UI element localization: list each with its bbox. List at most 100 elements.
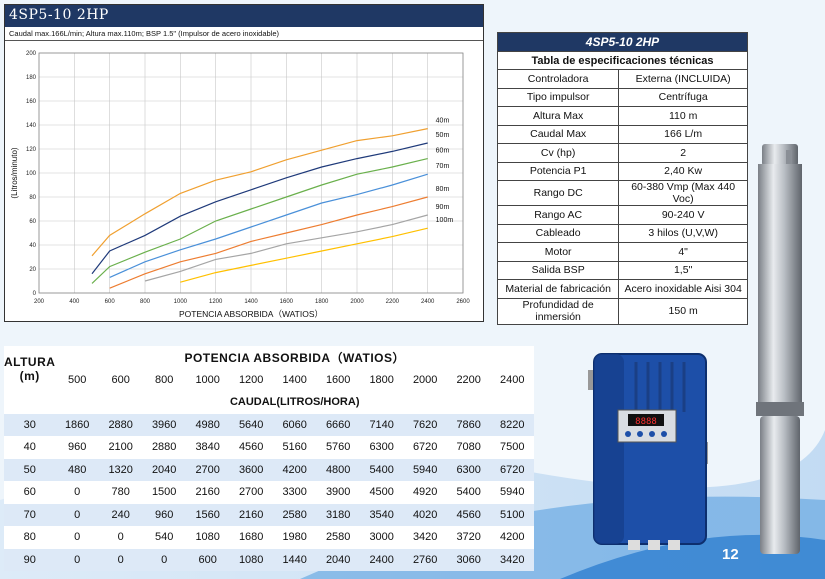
flow-cell: 0 [55,481,99,504]
flow-cell: 5940 [490,481,534,504]
series-label: 100m [436,217,454,224]
spec-row: Salida BSP 1,5" [496,260,748,280]
flow-cell: 4560 [446,503,491,526]
spec-title: Tabla de especificaciones técnicas [497,51,748,70]
spec-value: 3 hilos (U,V,W) [618,223,748,243]
x-tick-label: 2000 [350,299,364,305]
power-header-cell: 600 [98,368,143,391]
flow-cell: 4200 [272,458,317,481]
flow-cell: 1560 [185,503,230,526]
flow-table: ALTURA (m) POTENCIA ABSORBIDA（WATIOS） 50… [4,346,534,571]
y-tick-label: 0 [33,291,37,297]
altura-cell: 30 [4,413,56,436]
pump-image [756,144,804,554]
spec-value: 110 m [618,106,748,126]
spec-table: 4SP5-10 2HP Tabla de especificaciones té… [496,32,748,325]
series-line-60m [91,158,428,284]
flow-cell: 6660 [316,413,360,436]
plot-frame [38,52,464,294]
chart-subtitle: Caudal max.166L/min; Altura max.110m; BS… [5,27,483,41]
series-line-40m [91,128,428,257]
spec-value: 2,40 Kw [618,161,748,181]
flow-cell: 1320 [98,458,143,481]
spec-key: Caudal Max [496,124,620,144]
power-header-cell: 2000 [403,368,447,391]
flow-cell: 4980 [185,413,230,436]
flow-cell: 6300 [359,436,404,459]
chart-header: 4SP5-10 2HP [5,5,483,27]
flow-cell: 540 [142,526,186,549]
flow-cell: 0 [55,503,99,526]
spec-key: Tipo impulsor [496,87,620,107]
flow-cell: 2700 [229,481,273,504]
spec-key: Cableado [496,223,620,243]
flow-cell: 5760 [316,436,360,459]
y-tick-label: 20 [29,267,36,273]
flow-cell: 6060 [272,413,317,436]
panel-button [625,431,631,437]
flow-cell: 5160 [272,436,317,459]
series-label: 60m [436,148,450,155]
flow-cell: 4500 [359,481,404,504]
x-tick-label: 800 [140,299,151,305]
flow-cell: 480 [55,458,99,481]
flow-cell: 3060 [446,548,491,571]
x-tick-label: 1200 [209,299,223,305]
flow-cell: 7140 [359,413,404,436]
spec-row: Tipo impulsor Centrífuga [496,87,748,107]
panel-button [661,431,667,437]
flow-cell: 2580 [272,503,317,526]
spec-key: Rango DC [496,180,620,206]
spec-key: Profundidad de inmersión [496,297,620,325]
flow-cell: 5400 [359,458,404,481]
flow-cell: 2700 [185,458,230,481]
controller-image: 8888 [588,353,708,550]
flow-cell: 240 [98,503,143,526]
flow-cell: 6720 [403,436,447,459]
flow-cell: 4920 [403,481,447,504]
flow-cell: 2880 [98,413,143,436]
spec-row: Cv (hp) 2 [496,143,748,163]
table-row: 30 1860 2880 3960 4980 5640 6060 6660 7140 7620 78… [4,413,534,436]
altura-header: ALTURA (m) [4,346,56,391]
spec-row: Rango AC 90-240 V [496,205,748,225]
flow-cell: 5400 [446,481,491,504]
series-line-90m [144,214,428,282]
flow-cell: 7860 [446,413,491,436]
series-label: 50m [436,132,450,139]
power-header-cell: 500 [55,368,99,391]
series-label: 80m [436,186,450,193]
y-axis-label: (Litros/minuto) [10,147,19,198]
flow-cell: 6720 [490,458,534,481]
flow-cell: 3420 [403,526,447,549]
flow-cell: 0 [55,548,99,571]
flow-cell: 600 [185,548,230,571]
flow-cell: 3840 [185,436,230,459]
spec-key: Potencia P1 [496,161,620,181]
flow-cell: 3300 [272,481,317,504]
series-label: 90m [436,204,450,211]
power-header-cell: 800 [142,368,186,391]
y-tick-label: 100 [26,171,37,177]
x-tick-label: 400 [69,299,80,305]
flow-cell: 4560 [229,436,273,459]
digital-display [628,414,664,426]
power-header-cell: 1800 [359,368,404,391]
spec-value: Acero inoxidable Aisi 304 [618,279,748,299]
spec-model: 4SP5-10 2HP [497,32,748,52]
spec-row: Altura Max 110 m [496,106,748,126]
flow-cell: 3180 [316,503,360,526]
panel-button [637,431,643,437]
flow-cell: 7080 [446,436,491,459]
y-tick-label: 160 [26,99,37,105]
flow-cell: 960 [142,503,186,526]
flow-cell: 8220 [490,413,534,436]
series-line-80m [109,196,428,289]
flow-cell: 2880 [142,436,186,459]
flow-cell: 1440 [272,548,317,571]
flow-cell: 5100 [490,503,534,526]
y-tick-label: 180 [26,75,37,81]
flow-cell: 3540 [359,503,404,526]
altura-cell: 70 [4,503,56,526]
y-tick-label: 120 [26,147,37,153]
